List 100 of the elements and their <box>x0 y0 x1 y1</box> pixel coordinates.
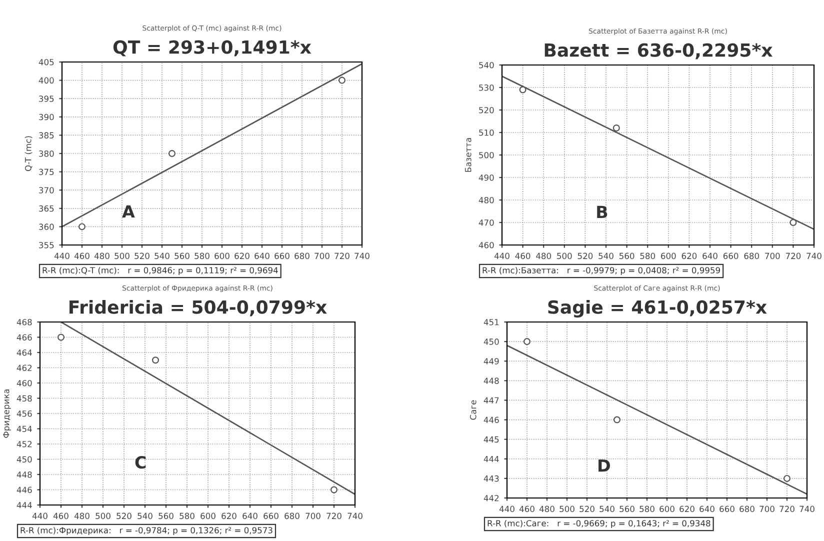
y-tick-label: 520 <box>479 106 494 114</box>
y-tick-label: 446 <box>484 416 499 424</box>
y-tick-label: 355 <box>39 242 54 248</box>
x-tick-label: 620 <box>680 506 694 512</box>
y-tick-label: 466 <box>16 334 32 341</box>
x-tick-label: 440 <box>54 252 70 260</box>
x-tick-label: 640 <box>242 512 258 520</box>
y-tick-label: 510 <box>479 129 494 136</box>
x-tick-label: 660 <box>274 252 290 260</box>
y-tick-label: 442 <box>484 494 499 502</box>
y-tick-label: 365 <box>39 205 54 212</box>
y-tick-label: 456 <box>16 410 32 417</box>
y-tick-label: 385 <box>39 132 54 138</box>
x-tick-label: 600 <box>661 252 676 260</box>
y-tick-label: 460 <box>16 380 32 386</box>
y-tick-label: 447 <box>484 397 499 404</box>
y-axis-title: Q-T (mc) <box>24 136 32 172</box>
y-tick-label: 462 <box>16 364 32 372</box>
y-tick-label: 540 <box>479 62 494 68</box>
y-tick-label: 448 <box>16 471 32 478</box>
y-tick-label: 450 <box>16 456 32 463</box>
x-tick-label: 740 <box>806 252 822 260</box>
y-tick-label: 380 <box>39 150 54 157</box>
x-tick-label: 580 <box>640 506 654 512</box>
x-tick-label: 500 <box>557 252 572 260</box>
x-tick-label: 440 <box>32 512 48 520</box>
x-tick-label: 480 <box>536 252 551 260</box>
point <box>330 486 338 494</box>
x-tick-label: 720 <box>334 252 350 260</box>
y-tick-label: 464 <box>16 349 32 356</box>
x-tick-label: 600 <box>200 512 216 520</box>
x-tick-label: 540 <box>154 252 170 260</box>
x-tick-label: 520 <box>116 512 132 520</box>
x-tick-label: 460 <box>519 506 534 512</box>
y-tick-label: 470 <box>478 219 494 226</box>
y-tick-label: 530 <box>479 84 494 91</box>
y-tick-label: 452 <box>16 440 32 448</box>
x-tick-label: 520 <box>578 252 593 260</box>
point <box>338 76 346 84</box>
chart-title: Fridericia = 504-0,0799*x <box>70 300 327 316</box>
y-tick-label: 370 <box>39 187 54 194</box>
x-tick-label: 540 <box>138 512 152 520</box>
x-tick-label: 600 <box>214 252 230 260</box>
y-tick-label: 405 <box>38 58 54 66</box>
x-tick-label: 580 <box>194 252 210 260</box>
x-tick-label: 460 <box>515 252 530 260</box>
text: R-R (mc):Базетта: r = -0,9979; p = 0,0408; r² = 0,9959 <box>482 266 720 276</box>
x-tick-label: 580 <box>180 512 194 520</box>
x-tick-label: 620 <box>222 512 236 520</box>
x-tick-label: 700 <box>760 506 774 512</box>
point <box>784 474 790 482</box>
x-tick-label: 520 <box>580 506 594 512</box>
y-tick-label: 446 <box>16 486 32 494</box>
y-tick-label: 360 <box>39 224 54 230</box>
y-tick-label: 444 <box>484 456 499 462</box>
y-tick-label: 454 <box>16 426 32 432</box>
y-tick-label: 443 <box>484 475 499 482</box>
x-tick-label: 660 <box>720 506 734 512</box>
y-tick-label: 444 <box>16 502 32 508</box>
x-tick-label: 440 <box>494 252 510 260</box>
y-axis-title: Саге <box>470 400 476 420</box>
x-tick-label: 660 <box>264 512 278 520</box>
x-tick-label: 680 <box>284 512 300 520</box>
x-tick-label: 480 <box>74 512 90 520</box>
x-tick-label: 520 <box>134 252 150 260</box>
y-axis-title: Базетта <box>465 138 472 172</box>
x-tick-label: 560 <box>620 506 634 512</box>
x-tick-label: 720 <box>786 252 801 260</box>
point <box>612 124 620 132</box>
text: R-R (mc):Саге: r = -0,9669; p = 0,1643; r² = 0,9348 <box>488 520 710 528</box>
x-tick-label: 720 <box>780 506 794 512</box>
x-tick-label: 740 <box>348 512 362 520</box>
x-tick-label: 700 <box>314 252 330 260</box>
x-tick-label: 700 <box>306 512 320 520</box>
x-tick-label: 500 <box>560 506 574 512</box>
x-tick-label: 440 <box>499 506 514 512</box>
x-tick-label: 740 <box>800 506 814 512</box>
point <box>519 86 526 94</box>
y-tick-label: 375 <box>39 168 54 176</box>
y-tick-label: 490 <box>478 174 494 181</box>
point <box>524 338 530 346</box>
y-tick-label: 480 <box>478 196 494 204</box>
y-tick-label: 395 <box>39 96 54 102</box>
point <box>614 416 620 424</box>
x-tick-label: 500 <box>114 252 130 260</box>
x-tick-label: 680 <box>294 252 310 260</box>
chart-title: Sagie = 461-0,0257*x <box>548 300 767 318</box>
x-tick-label: 480 <box>539 506 554 512</box>
x-tick-label: 540 <box>600 506 614 512</box>
x-tick-label: 620 <box>682 252 697 260</box>
x-tick-label: 740 <box>354 252 370 260</box>
y-tick-label: 448 <box>484 378 499 384</box>
y-tick-label: 390 <box>39 114 54 120</box>
annotation: A <box>122 205 135 218</box>
x-tick-label: 640 <box>702 252 718 260</box>
chart-title: Bazett = 636-0,2295*x <box>544 43 773 60</box>
annotation: C <box>135 456 146 469</box>
x-tick-label: 680 <box>740 506 754 512</box>
point <box>790 219 797 226</box>
point <box>168 150 176 157</box>
